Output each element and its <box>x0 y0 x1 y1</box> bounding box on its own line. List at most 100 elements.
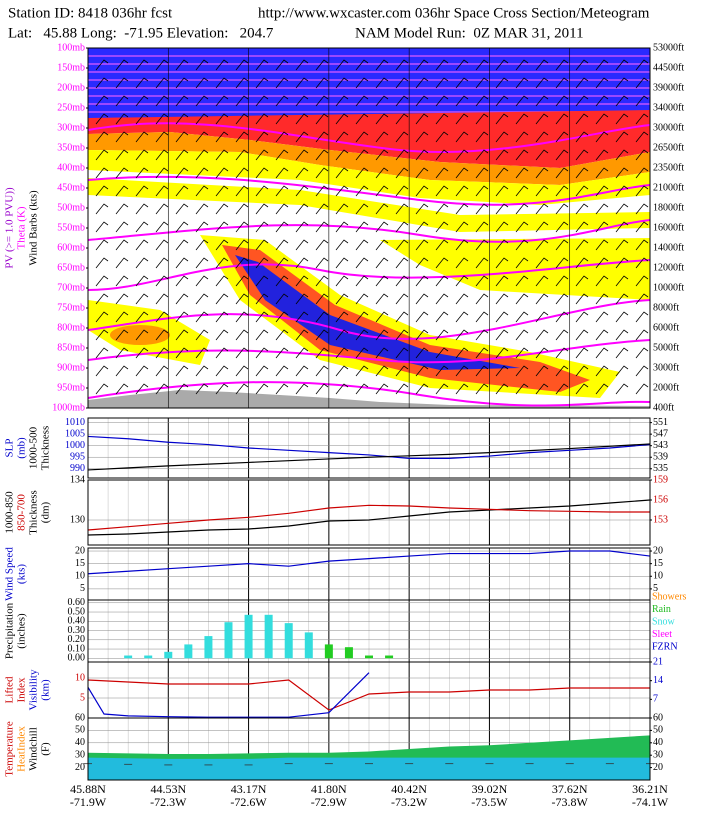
y-tick-label: 20 <box>75 762 85 773</box>
wind-barb <box>615 347 629 359</box>
wind-barb <box>115 347 129 359</box>
wind-barb <box>215 167 229 179</box>
wind-barb <box>555 131 569 143</box>
wind-barb <box>295 185 309 197</box>
wind-barb <box>535 275 549 287</box>
wind-barb <box>555 167 569 179</box>
axis-label: 1000-850 <box>4 491 16 534</box>
y-tick-label: 900mb <box>57 362 85 373</box>
axis-label: (F) <box>40 742 52 756</box>
wind-barb <box>475 131 489 143</box>
wind-barb <box>575 77 589 89</box>
wind-barb <box>575 203 589 215</box>
y-tick-label: 600mb <box>57 242 85 253</box>
source-url: http://www.wxcaster.com 036hr Space Cros… <box>258 5 650 21</box>
wind-barb <box>355 131 369 143</box>
wind-barb <box>255 77 269 89</box>
y-tick-label: 0.50 <box>68 606 86 617</box>
station-id: Station ID: 8418 036hr fcst <box>8 5 173 21</box>
wind-barb <box>355 293 369 305</box>
wind-barb <box>175 167 189 179</box>
wind-barb <box>195 77 209 89</box>
wind-barb <box>515 59 529 71</box>
wind-barb <box>575 239 589 251</box>
wind-barb <box>415 185 429 197</box>
wind-barb <box>135 257 149 269</box>
axis-label: PV (>= 1.0 PVU)) <box>4 187 16 269</box>
x-lat-label: 43.17N <box>231 782 267 796</box>
wind-barb <box>95 293 109 305</box>
wind-barb <box>375 59 389 71</box>
wind-barb <box>415 383 429 395</box>
wind-barb <box>95 203 109 215</box>
wind-barb <box>135 275 149 287</box>
y-tick-label: 5 <box>80 692 85 703</box>
wind-barb <box>595 221 609 233</box>
wind-barb <box>195 131 209 143</box>
wind-barb <box>295 239 309 251</box>
wind-barb <box>95 275 109 287</box>
wind-barb <box>215 311 229 323</box>
wind-barb <box>595 329 609 341</box>
wind-barb <box>235 113 249 125</box>
wind-barb <box>435 149 449 161</box>
wind-barb <box>355 239 369 251</box>
wind-barb <box>475 365 489 377</box>
wind-barb <box>155 221 169 233</box>
wind-barb <box>275 257 289 269</box>
wind-barb <box>115 131 129 143</box>
wind-barb <box>115 203 129 215</box>
height-label: 6000ft <box>653 322 679 333</box>
wind-barb <box>115 149 129 161</box>
y-tick-label: 650mb <box>57 262 85 273</box>
wind-barb <box>535 131 549 143</box>
wind-barb <box>335 275 349 287</box>
wind-barb <box>535 95 549 107</box>
wind-barb <box>275 275 289 287</box>
wind-barb <box>375 149 389 161</box>
wind-barb <box>415 329 429 341</box>
wind-barb <box>135 167 149 179</box>
wind-barb <box>95 221 109 233</box>
wind-barb <box>515 203 529 215</box>
wind-barb <box>575 329 589 341</box>
wind-barb <box>195 257 209 269</box>
wind-barb <box>195 311 209 323</box>
height-label: 44500ft <box>653 62 684 73</box>
x-lat-label: 45.88N <box>70 782 106 796</box>
wind-barb <box>575 221 589 233</box>
wind-barb <box>515 365 529 377</box>
wind-barb <box>635 149 649 161</box>
wind-barb <box>535 365 549 377</box>
wind-barb <box>255 95 269 107</box>
wind-barb <box>515 95 529 107</box>
wind-barb <box>255 131 269 143</box>
height-label: 39000ft <box>653 82 684 93</box>
wind-barb <box>435 203 449 215</box>
x-lat-label: 36.21N <box>632 782 668 796</box>
wind-barb <box>595 383 609 395</box>
wind-barb <box>195 185 209 197</box>
wind-barb <box>455 131 469 143</box>
bar <box>204 636 213 659</box>
wind-barb <box>355 221 369 233</box>
wind-barb <box>175 221 189 233</box>
wind-barb <box>175 113 189 125</box>
wind-barb <box>375 365 389 377</box>
wind-barb <box>515 131 529 143</box>
wind-barb <box>615 275 629 287</box>
y-tick-label: 1000 <box>65 440 85 451</box>
y-tick-label: 60 <box>75 712 85 723</box>
wind-barb <box>95 365 109 377</box>
wind-barb <box>175 311 189 323</box>
wind-barb <box>375 293 389 305</box>
wind-barb <box>95 185 109 197</box>
axis-label: SLP <box>4 439 16 458</box>
wind-barb <box>135 383 149 395</box>
wind-barb <box>515 77 529 89</box>
wind-barb <box>615 203 629 215</box>
wind-barb <box>415 293 429 305</box>
wind-barb <box>175 347 189 359</box>
axis-label: Thickness <box>28 490 40 535</box>
wind-barb <box>515 329 529 341</box>
